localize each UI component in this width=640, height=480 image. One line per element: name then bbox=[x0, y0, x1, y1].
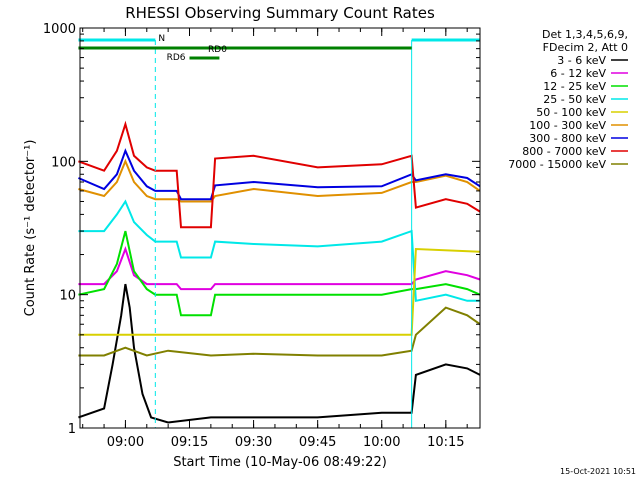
y-tick-label: 1000 bbox=[43, 22, 76, 37]
series-line-50-100-kev bbox=[78, 247, 481, 336]
y-tick-label: 10 bbox=[59, 289, 76, 304]
x-tick-label: 10:00 bbox=[363, 435, 400, 450]
annotation-label-n: N bbox=[158, 34, 165, 44]
y-tick-label: 1 bbox=[68, 422, 76, 437]
footer-timestamp: 15-Oct-2021 10:51 bbox=[560, 467, 636, 476]
y-axis-label: Count Rate (s⁻¹ detector⁻¹) bbox=[23, 140, 38, 317]
x-tick-label: 09:30 bbox=[235, 435, 272, 450]
series-line-3-6-kev bbox=[78, 283, 481, 424]
series-line-800-7000-kev bbox=[78, 120, 481, 229]
x-tick-label: 09:00 bbox=[107, 435, 144, 450]
series-line-300-800-kev bbox=[78, 148, 481, 201]
legend: Det 1,3,4,5,6,9,FDecim 2, Att 03 - 6 keV… bbox=[508, 28, 628, 171]
legend-label-3-6-kev: 3 - 6 keV bbox=[557, 54, 606, 67]
series-line-100-300-kev bbox=[78, 158, 481, 203]
chart-title: RHESSI Observing Summary Count Rates bbox=[125, 4, 435, 22]
annotation-label-rd0: RD0 bbox=[208, 45, 227, 55]
legend-label-800-7000-kev: 800 - 7000 keV bbox=[522, 145, 606, 158]
x-tick-label: 09:15 bbox=[171, 435, 208, 450]
legend-label-100-300-kev: 100 - 300 keV bbox=[529, 119, 606, 132]
x-tick-label: 10:15 bbox=[427, 435, 464, 450]
legend-label-50-100-kev: 50 - 100 keV bbox=[536, 106, 606, 119]
plot-frame bbox=[79, 27, 481, 429]
axis-ticks: 09:00 09:15 09:30 09:45 10:00 10:15 1 10 100 1000 bbox=[43, 22, 480, 450]
annotation-label-rd6: RD6 bbox=[167, 53, 186, 63]
x-tick-label: 09:45 bbox=[299, 435, 336, 450]
legend-header: Det 1,3,4,5,6,9, bbox=[542, 28, 628, 41]
series-line-6-12-kev bbox=[78, 246, 481, 291]
series-line-25-50-kev bbox=[78, 199, 480, 303]
legend-label-300-800-kev: 300 - 800 keV bbox=[529, 132, 606, 145]
legend-label-7000-15000-kev: 7000 - 15000 keV bbox=[508, 158, 606, 171]
y-tick-label: 100 bbox=[51, 155, 76, 170]
series-line-7000-15000-kev bbox=[78, 306, 481, 357]
legend-header: FDecim 2, Att 0 bbox=[543, 41, 628, 54]
legend-label-6-12-kev: 6 - 12 keV bbox=[550, 67, 606, 80]
x-axis-label: Start Time (10-May-06 08:49:22) bbox=[173, 455, 387, 470]
series-lines bbox=[78, 120, 481, 424]
series-line-12-25-kev bbox=[78, 230, 481, 317]
legend-label-12-25-kev: 12 - 25 keV bbox=[543, 80, 606, 93]
legend-label-25-50-kev: 25 - 50 keV bbox=[543, 93, 606, 106]
